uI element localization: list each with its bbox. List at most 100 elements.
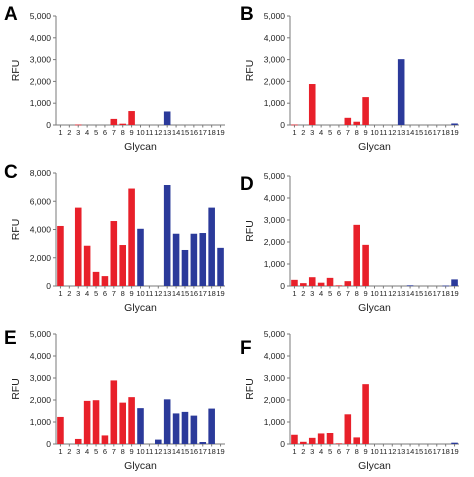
panel-d-x-tick-label: 11 <box>379 289 387 298</box>
panel-d-x-tick-label: 2 <box>301 289 305 298</box>
panel-a-x-tick-label: 3 <box>76 128 80 137</box>
panel-c-x-tick-label: 7 <box>112 289 116 298</box>
panel-d-y-axis-title: RFU <box>244 220 256 242</box>
panel-e-x-tick-label: 8 <box>121 447 125 456</box>
panel-f-x-tick-label: 3 <box>310 447 314 456</box>
panel-a-x-tick-label: 4 <box>85 128 89 137</box>
panel-a-x-tick-label: 14 <box>172 128 180 137</box>
panel-a-letter: A <box>4 4 18 25</box>
panel-f-bar-1 <box>291 434 298 444</box>
panel-a-x-tick-label: 16 <box>190 128 198 137</box>
panel-d-y-tick-label: 3,000 <box>264 215 286 225</box>
panel-d-x-tick-label: 9 <box>364 289 368 298</box>
panel-e-x-tick-label: 7 <box>112 447 116 456</box>
panel-c-bar-15 <box>181 249 189 286</box>
panel-b-x-tick-label: 16 <box>424 128 432 137</box>
panel-e-x-tick-label: 5 <box>94 447 98 456</box>
panel-f-x-tick-label: 5 <box>328 447 332 456</box>
panel-e-x-tick-label: 12 <box>154 447 162 456</box>
panel-e-x-tick-label: 13 <box>163 447 171 456</box>
panel-c-x-tick-label: 18 <box>207 289 215 298</box>
panel-b-y-axis-title: RFU <box>244 60 256 82</box>
panel-b-x-tick-label: 11 <box>379 128 387 137</box>
panel-d-x-tick-label: 13 <box>397 289 405 298</box>
panel-b-x-tick-label: 3 <box>310 128 314 137</box>
panel-e-bar-10 <box>137 408 144 444</box>
panel-a-x-tick-label: 12 <box>154 128 162 137</box>
panel-f-x-tick-label: 18 <box>441 447 449 456</box>
panel-d-x-tick-label: 1 <box>292 289 296 298</box>
panel-c-bar-16 <box>190 233 198 286</box>
panel-c-x-tick-label: 19 <box>216 289 224 298</box>
panel-e-x-axis-title: Glycan <box>124 460 157 472</box>
panel-b-y-tick-label: 0 <box>280 120 285 130</box>
panel-d-y-tick-label: 4,000 <box>264 193 286 203</box>
panel-e-bar-4 <box>83 400 91 444</box>
panel-f-x-tick-label: 1 <box>292 447 296 456</box>
panel-b-bar-19 <box>451 123 458 125</box>
panel-f-x-tick-label: 11 <box>379 447 387 456</box>
panel-b-bar-3 <box>308 84 316 125</box>
panel-c-x-tick-label: 8 <box>121 289 125 298</box>
panel-a-x-tick-label: 8 <box>121 128 125 137</box>
panel-c-x-tick-label: 5 <box>94 289 98 298</box>
panel-d-x-tick-label: 12 <box>388 289 396 298</box>
panel-f-bar-2 <box>300 441 307 444</box>
panel-c-x-tick-label: 3 <box>76 289 80 298</box>
panel-f-bar-4 <box>317 433 325 444</box>
panel-d-bar-14 <box>406 285 414 287</box>
panel-c-x-tick-label: 2 <box>67 289 71 298</box>
panel-a-y-tick-label: 1,000 <box>30 98 52 108</box>
panel-f-x-tick-label: 14 <box>406 447 414 456</box>
panel-c-x-tick-label: 6 <box>103 289 107 298</box>
panel-f-x-tick-label: 16 <box>424 447 432 456</box>
panel-a-y-tick-label: 3,000 <box>30 55 52 65</box>
panel-a-bar-13 <box>163 111 171 125</box>
panel-b-x-tick-label: 9 <box>364 128 368 137</box>
panel-b-x-tick-label: 2 <box>301 128 305 137</box>
panel-f-x-tick-label: 10 <box>370 447 378 456</box>
panel-a-bar-7 <box>110 118 118 125</box>
panel-e-x-tick-label: 10 <box>136 447 144 456</box>
panel-f-y-tick-label: 1,000 <box>264 417 286 427</box>
panel-b-y-tick-label: 4,000 <box>264 33 286 43</box>
panel-e-bar-17 <box>199 442 207 444</box>
panel-d-x-axis-title: Glycan <box>358 302 391 314</box>
panel-e-y-tick-label: 3,000 <box>30 373 52 383</box>
panel-b-bar-8 <box>353 121 360 125</box>
panel-c-y-tick-label: 6,000 <box>30 196 52 206</box>
panel-f-bar-5 <box>326 433 334 444</box>
panel-a-y-tick-label: 5,000 <box>30 11 52 21</box>
panel-f-x-tick-label: 19 <box>450 447 458 456</box>
panel-e-letter: E <box>4 328 17 349</box>
panel-e-bar-15 <box>181 411 189 444</box>
panel-e-bar-7 <box>110 380 118 444</box>
panel-e-y-tick-label: 1,000 <box>30 417 52 427</box>
panel-c-x-tick-label: 11 <box>145 289 153 298</box>
panel-d-bar-18 <box>442 285 449 287</box>
panel-c-bar-7 <box>110 221 118 286</box>
panel-f-x-axis-title: Glycan <box>358 460 391 472</box>
panel-c-bar-4 <box>83 245 91 286</box>
panel-c-bar-13 <box>163 185 171 286</box>
panel-d-bar-19 <box>451 279 458 286</box>
panel-e-x-tick-label: 11 <box>145 447 153 456</box>
panel-f-bar-19 <box>451 442 458 444</box>
panel-b-x-tick-label: 6 <box>337 128 341 137</box>
panel-d-x-tick-label: 15 <box>415 289 423 298</box>
panel-a-y-tick-label: 4,000 <box>30 33 52 43</box>
panel-c-bar-8 <box>119 245 126 286</box>
panel-b-x-tick-label: 4 <box>319 128 323 137</box>
panel-c-bar-14 <box>172 233 180 286</box>
panel-c-bar-3 <box>74 207 82 286</box>
panel-b-x-tick-label: 7 <box>346 128 350 137</box>
panel-c-x-tick-label: 15 <box>181 289 189 298</box>
panel-b-x-tick-label: 13 <box>397 128 405 137</box>
panel-d-bar-1 <box>291 279 298 286</box>
panel-c-y-tick-label: 0 <box>46 281 51 291</box>
